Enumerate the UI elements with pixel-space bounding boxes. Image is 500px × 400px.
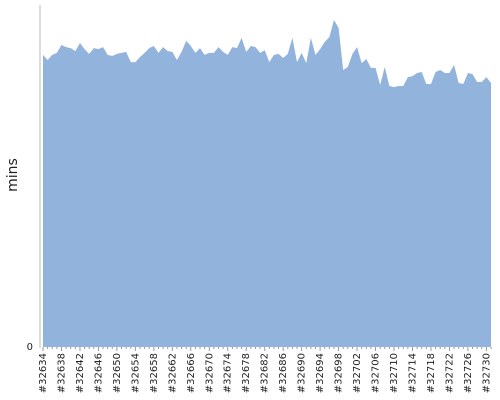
- x-tick-label: #32638: [56, 353, 67, 393]
- x-tick-label: #32698: [334, 353, 345, 393]
- x-tick-label: #32666: [186, 353, 197, 393]
- x-tick-label: #32710: [389, 353, 400, 393]
- x-tick-label: #32726: [463, 353, 474, 393]
- x-tick-label: #32678: [241, 353, 252, 393]
- x-tick-label: #32654: [130, 353, 141, 393]
- x-tick-label: #32706: [371, 353, 382, 393]
- x-tick-label: #32650: [112, 353, 123, 393]
- x-tick-label: #32730: [481, 353, 492, 393]
- x-tick-label: #32634: [38, 353, 49, 393]
- area: [43, 20, 491, 347]
- x-tick-label: #32722: [444, 353, 455, 393]
- x-tick-label: #32682: [260, 353, 271, 393]
- y-tick-label: 0: [27, 342, 33, 353]
- x-tick-label: #32642: [75, 353, 86, 393]
- x-tick-label: #32694: [315, 353, 326, 393]
- y-axis-label: mins: [5, 158, 21, 192]
- x-tick-label: #32674: [223, 353, 234, 393]
- x-tick-label: #32646: [93, 353, 104, 393]
- x-tick-label: #32662: [167, 353, 178, 393]
- x-tick-label: #32686: [278, 353, 289, 393]
- x-tick-label: #32670: [204, 353, 215, 393]
- x-tick-label: #32718: [426, 353, 437, 393]
- x-tick-label: #32690: [297, 353, 308, 393]
- x-tick-label: #32658: [149, 353, 160, 393]
- x-tick-label: #32714: [407, 353, 418, 393]
- x-tick-label: #32702: [352, 353, 363, 393]
